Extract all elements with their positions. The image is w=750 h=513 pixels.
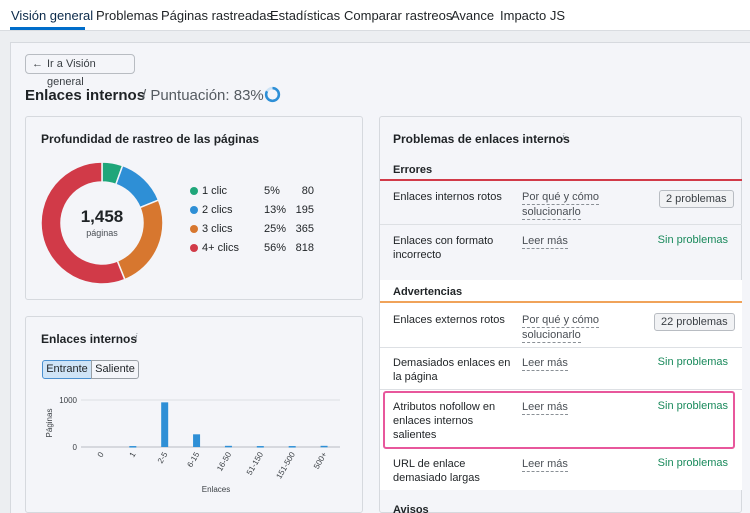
bar[interactable]	[193, 434, 201, 447]
bar[interactable]	[129, 446, 137, 448]
why-how-link[interactable]: Por qué y cómo solucionarlo	[522, 313, 600, 343]
issue-name: Atributos nofollow en enlaces internos s…	[393, 401, 496, 441]
errors-header: Errores	[393, 164, 433, 176]
read-more-link[interactable]: Leer más	[522, 235, 568, 249]
info-icon[interactable]: i	[135, 333, 138, 343]
donut-slice[interactable]	[40, 161, 126, 285]
legend-count: 80	[301, 185, 314, 197]
legend-label: 1 clic	[202, 185, 228, 197]
read-more-link[interactable]: Leer más	[522, 357, 568, 371]
highlighted-issue-row	[383, 391, 735, 449]
issue-count-badge[interactable]: 22 problemas	[654, 313, 735, 331]
crawl-depth-donut	[40, 161, 164, 285]
page-title: Enlaces internos	[25, 87, 146, 104]
no-issues-status: Sin problemas	[657, 400, 728, 412]
why-how-link[interactable]: Por qué y cómo solucionarlo	[522, 190, 600, 220]
x-tick-label: 51-150	[245, 450, 266, 477]
issue-name: Enlaces internos rotos	[393, 191, 502, 203]
tab-crawled-pages[interactable]: Páginas rastreadas	[161, 8, 274, 23]
no-issues-status: Sin problemas	[657, 234, 728, 246]
legend-dot	[190, 206, 198, 214]
bar[interactable]	[256, 446, 264, 448]
score-label: / Puntuación: 83%	[142, 87, 264, 104]
link-line: solucionarlo	[522, 206, 581, 220]
donut-slice[interactable]	[114, 164, 160, 209]
x-tick-label: 0	[96, 450, 106, 459]
issue-name: Enlaces externos rotos	[393, 314, 505, 326]
warnings-header: Advertencias	[393, 286, 463, 298]
x-tick-label: 6-15	[185, 450, 201, 469]
link-line: Por qué y cómo	[522, 191, 600, 205]
no-issues-status: Sin problemas	[657, 457, 728, 469]
tab-progress[interactable]: Avance	[451, 8, 495, 23]
legend-count: 818	[295, 242, 314, 254]
x-tick-label: 1	[128, 450, 138, 459]
tab-overview[interactable]: Visión general	[11, 8, 94, 23]
bar[interactable]	[161, 402, 169, 447]
y-tick-label: 0	[73, 443, 78, 452]
internal-links-card	[25, 316, 363, 513]
y-axis-label: Páginas	[45, 409, 54, 438]
back-button-label: Ir a Visión general	[47, 58, 96, 88]
donut-total-label: páginas	[86, 228, 118, 238]
x-tick-label: 2-5	[156, 450, 170, 465]
issue-name: Enlaces con formato incorrecto	[393, 235, 494, 261]
bar[interactable]	[288, 446, 296, 448]
donut-total: 1,458	[80, 207, 124, 226]
bar[interactable]	[320, 445, 328, 448]
legend-pct: 13%	[264, 204, 287, 216]
notices-header: Avisos	[393, 504, 429, 513]
link-line: solucionarlo	[522, 329, 581, 343]
bar[interactable]	[224, 445, 232, 448]
crawl-depth-title: Profundidad de rastreo de las páginas	[41, 132, 260, 146]
no-issues-status: Sin problemas	[657, 356, 728, 368]
back-to-overview-button[interactable]: ← Ir a Visión general	[25, 54, 135, 88]
link-line: Por qué y cómo	[522, 314, 600, 328]
toggle-outgoing[interactable]: Saliente	[91, 360, 139, 379]
x-tick-label: 500+	[312, 450, 329, 470]
x-axis-label: Enlaces	[202, 485, 230, 494]
read-more-link[interactable]: Leer más	[522, 401, 568, 415]
info-icon[interactable]: i	[562, 133, 565, 143]
row-divider	[380, 224, 742, 225]
score-ring-icon	[264, 86, 281, 103]
legend-dot	[190, 244, 198, 252]
internal-links-bar-chart: Páginas 1000 0 0 1 2-5 6-15 16-50 51-150 151-500 5…	[45, 396, 340, 494]
active-tab-indicator	[10, 27, 85, 30]
y-tick-label: 1000	[59, 396, 77, 405]
legend-pct: 5%	[264, 185, 280, 197]
internal-links-title: Enlaces internos	[41, 332, 138, 346]
errors-divider	[380, 179, 742, 181]
toggle-incoming[interactable]: Entrante	[42, 360, 92, 379]
issue-name: URL de enlace demasiado largas	[393, 458, 480, 484]
row-divider	[380, 389, 742, 390]
legend-dot	[190, 225, 198, 233]
x-tick-label: 16-50	[215, 450, 233, 473]
x-tick-label: 151-500	[274, 450, 297, 480]
legend-pct: 56%	[264, 242, 287, 254]
read-more-link[interactable]: Leer más	[522, 458, 568, 472]
legend-label: 2 clics	[202, 204, 233, 216]
link-problems-title: Problemas de enlaces internos	[393, 132, 570, 146]
legend-dot	[190, 187, 198, 195]
legend-count: 365	[295, 223, 314, 235]
warnings-divider	[380, 301, 742, 303]
legend-label: 4+ clics	[202, 242, 239, 254]
tab-compare-crawls[interactable]: Comparar rastreos	[344, 8, 453, 23]
legend-label: 3 clics	[202, 223, 233, 235]
legend-count: 195	[295, 204, 314, 216]
arrow-left-icon: ←	[32, 58, 43, 70]
row-divider	[380, 347, 742, 348]
tab-statistics[interactable]: Estadísticas	[270, 8, 341, 23]
tab-js-impact[interactable]: Impacto JS	[500, 8, 566, 23]
tab-issues[interactable]: Problemas	[96, 8, 159, 23]
legend-pct: 25%	[264, 223, 287, 235]
issue-count-badge[interactable]: 2 problemas	[659, 190, 734, 208]
top-nav: Visión general Problemas Páginas rastrea…	[0, 0, 750, 31]
issue-name: Demasiados enlaces en la página	[393, 357, 511, 383]
